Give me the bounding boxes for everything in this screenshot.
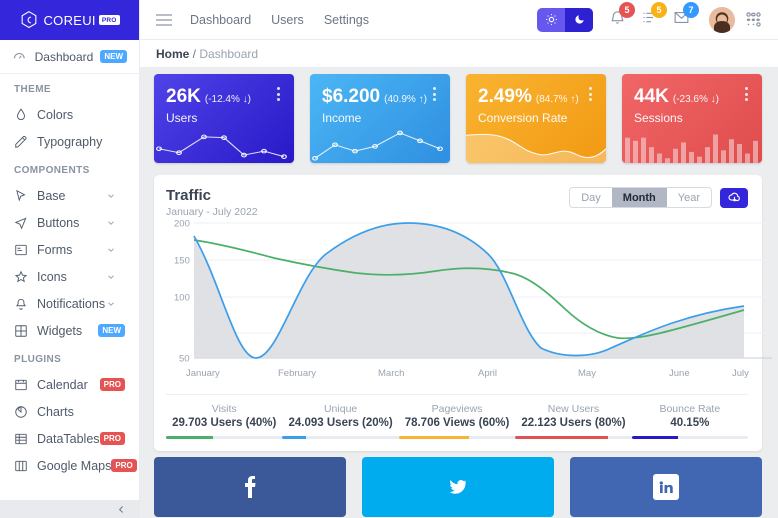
svg-text:50: 50 [179,354,190,365]
svg-text:200: 200 [174,219,190,230]
svg-text:April: April [478,368,497,379]
svg-text:100: 100 [174,293,190,304]
svg-text:May: May [578,368,596,379]
svg-text:150: 150 [174,256,190,267]
svg-text:February: February [278,368,316,379]
svg-text:July: July [732,368,749,379]
svg-text:January: January [186,368,220,379]
svg-text:June: June [669,368,690,379]
svg-text:March: March [378,368,404,379]
